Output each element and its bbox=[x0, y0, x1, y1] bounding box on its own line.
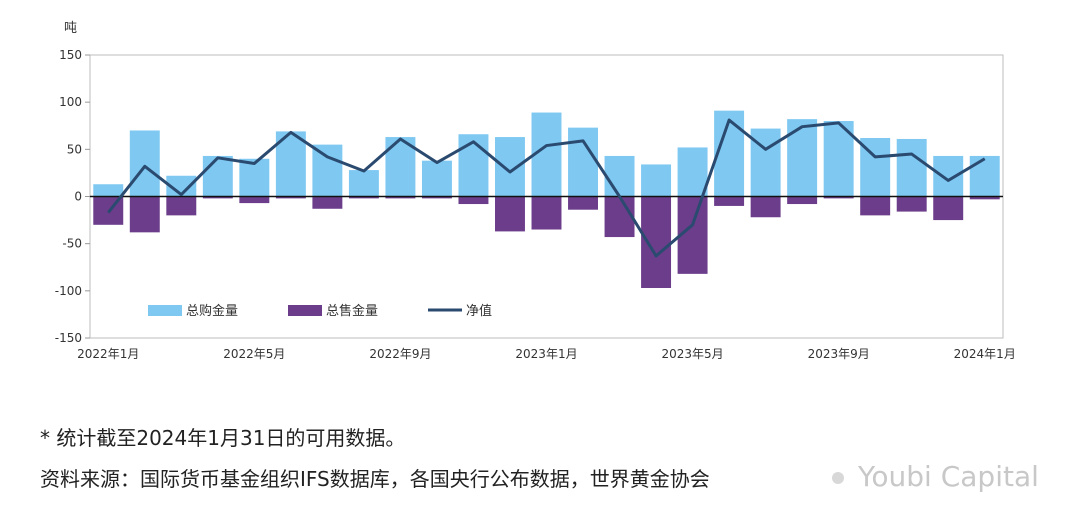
bar-buy bbox=[166, 175, 197, 197]
bar-sell bbox=[275, 196, 306, 199]
x-tick-label: 2023年1月 bbox=[515, 347, 577, 361]
bar-sell bbox=[714, 196, 745, 206]
bar-buy bbox=[421, 160, 452, 197]
bar-buy bbox=[750, 128, 781, 197]
bar-buy bbox=[568, 127, 598, 197]
bar-sell bbox=[860, 196, 891, 216]
y-tick-label: -150 bbox=[55, 331, 82, 345]
y-tick-label: 0 bbox=[74, 190, 82, 204]
bar-sell bbox=[896, 196, 927, 212]
bar-sell bbox=[166, 196, 197, 216]
bar-sell bbox=[202, 196, 233, 199]
bar-buy bbox=[239, 158, 270, 197]
y-tick-label: 100 bbox=[59, 95, 82, 109]
bar-sell bbox=[239, 196, 270, 204]
bar-sell bbox=[531, 196, 562, 230]
x-tick-label: 2022年1月 bbox=[77, 347, 139, 361]
bar-sell bbox=[750, 196, 781, 218]
x-axis-ticks: 2022年1月 2022年5月 2022年9月 2023年1月 2023年5月 2023年… bbox=[77, 347, 1016, 361]
x-tick-label: 2023年9月 bbox=[808, 347, 870, 361]
y-tick-label: 150 bbox=[59, 48, 82, 62]
bar-sell bbox=[787, 196, 818, 205]
bar-sell bbox=[933, 196, 964, 221]
bar-buy bbox=[969, 155, 1000, 197]
bar-buy bbox=[787, 119, 818, 197]
bar-buy bbox=[348, 170, 379, 197]
bar-buy bbox=[202, 155, 233, 197]
x-tick-label: 2022年9月 bbox=[369, 347, 431, 361]
bar-buy bbox=[714, 110, 745, 197]
watermark-logo bbox=[832, 472, 844, 484]
bar-buy bbox=[641, 164, 672, 197]
legend: 总购金量 总售金量 净值 bbox=[148, 303, 492, 319]
bar-buy bbox=[604, 155, 635, 197]
bar-buy bbox=[896, 138, 927, 197]
y-tick-label: 50 bbox=[67, 142, 82, 156]
legend-label-sell: 总售金量 bbox=[326, 303, 378, 319]
bar-sell bbox=[458, 196, 489, 205]
legend-swatch-sell bbox=[288, 305, 322, 316]
bar-buy bbox=[495, 137, 525, 197]
bar-sell bbox=[385, 196, 416, 199]
y-tick-label: -50 bbox=[62, 237, 82, 251]
bar-sell bbox=[421, 196, 452, 199]
bar-sell bbox=[129, 196, 160, 233]
bar-sell bbox=[312, 196, 343, 209]
x-tick-label: 2024年1月 bbox=[954, 347, 1016, 361]
bar-sell bbox=[641, 196, 672, 289]
footnote: * 统计截至2024年1月31日的可用数据。 bbox=[40, 426, 406, 450]
series-net-line bbox=[107, 118, 986, 258]
bar-sell bbox=[348, 196, 379, 199]
bar-buy bbox=[458, 134, 489, 197]
y-tick-label: -100 bbox=[55, 284, 82, 298]
y-unit-label: 吨 bbox=[64, 21, 77, 36]
x-tick-label: 2022年5月 bbox=[223, 347, 285, 361]
bar-sell bbox=[823, 196, 854, 199]
source-note: 资料来源：国际货币基金组织IFS数据库，各国央行公布数据，世界黄金协会 bbox=[40, 467, 710, 491]
legend-label-net: 净值 bbox=[466, 303, 492, 319]
watermark-text: Youbi Capital bbox=[858, 460, 1039, 493]
legend-swatch-buy bbox=[148, 305, 182, 316]
bar-buy bbox=[129, 130, 160, 197]
legend-label-buy: 总购金量 bbox=[186, 303, 238, 319]
bar-buy bbox=[312, 144, 343, 197]
watermark: Youbi Capital bbox=[832, 460, 1039, 493]
series-buy-bars bbox=[93, 110, 1000, 197]
bar-sell bbox=[604, 196, 635, 238]
y-axis-ticks: 150 100 50 0 -50 -100 -150 bbox=[55, 48, 90, 345]
bar-buy bbox=[677, 147, 708, 197]
bar-sell bbox=[969, 196, 1000, 200]
bar-buy bbox=[933, 155, 964, 197]
bar-sell bbox=[568, 196, 598, 210]
x-tick-label: 2023年5月 bbox=[661, 347, 723, 361]
bar-sell bbox=[495, 196, 525, 232]
bar-buy bbox=[93, 184, 124, 197]
